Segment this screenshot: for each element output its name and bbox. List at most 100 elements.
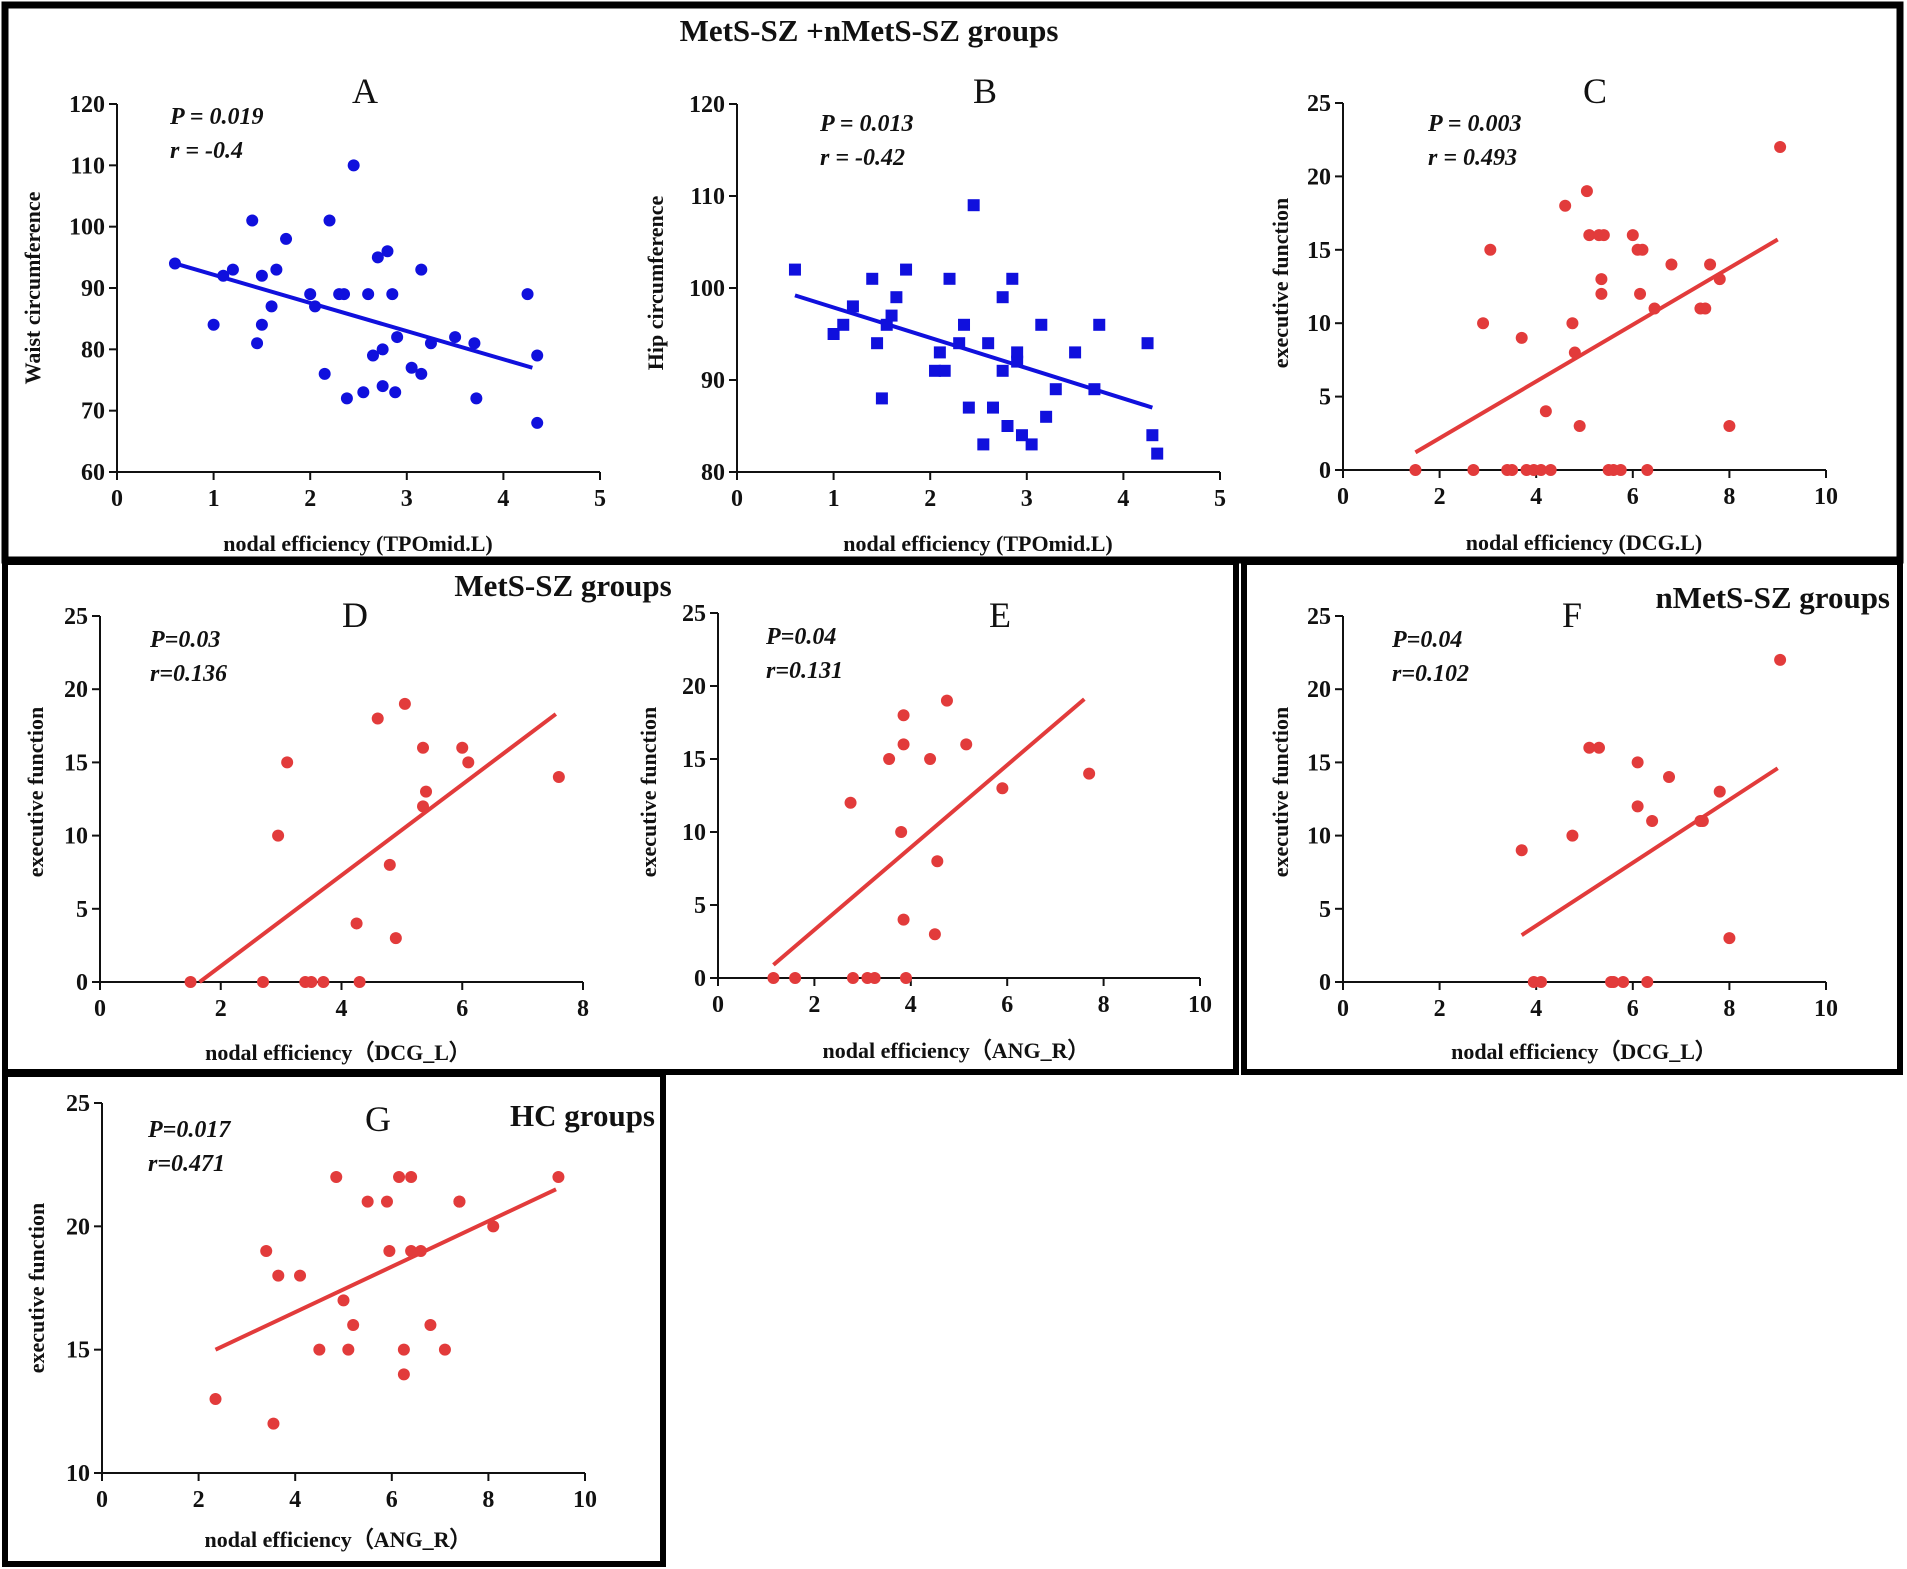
data-point [272,829,285,842]
data-point [871,337,884,350]
data-point [1631,756,1644,769]
data-point [928,928,941,941]
y-tick-label: 10 [1307,311,1331,337]
data-point [929,364,942,377]
y-tick-label: 15 [66,1338,90,1364]
data-point [417,800,430,813]
data-point [424,337,437,350]
y-axis-title: Hip circumference [643,196,668,371]
data-point [1774,141,1787,154]
data-point [383,858,396,871]
y-tick-label: 100 [69,215,105,241]
x-axis-title: nodal efficiency（ANG_R） [822,1038,1089,1063]
r-value-label: r = 0.493 [1428,145,1517,171]
data-point [449,331,462,344]
x-axis-title: nodal efficiency (TPOmid.L) [223,531,492,556]
data-point [1713,785,1726,798]
data-point [417,741,430,754]
data-point [1015,429,1028,442]
y-tick-label: 25 [682,601,706,627]
data-point [309,300,322,313]
regression-line [1520,766,1779,937]
data-point [788,263,801,276]
x-tick-label: 6 [456,996,468,1022]
data-point [255,318,268,331]
data-point [1025,438,1038,451]
data-point [866,272,879,285]
data-point [350,917,363,930]
p-value-label: P=0.04 [1391,627,1462,653]
data-point [789,972,802,984]
x-tick-label: 1 [208,486,220,512]
data-point [938,364,951,377]
x-tick-label: 4 [905,992,917,1018]
data-point [468,337,481,350]
y-tick-label: 5 [1319,385,1331,411]
data-point [381,245,394,258]
panel-letter: E [989,595,1011,635]
data-point [470,392,483,405]
y-tick-label: 80 [701,460,725,486]
data-point [1648,302,1661,315]
data-point [531,349,544,362]
data-point [931,855,944,868]
data-point [420,785,433,798]
x-tick-label: 6 [1627,484,1639,510]
data-point [389,932,402,945]
data-point [1634,287,1647,300]
data-point [371,712,384,725]
x-tick-label: 3 [401,486,413,512]
r-value-label: r=0.136 [150,661,227,687]
x-tick-label: 6 [1627,996,1639,1022]
data-point [1774,653,1787,666]
data-point [405,1245,418,1257]
data-point [977,438,990,451]
data-point [280,232,293,245]
data-point [958,318,971,331]
data-point [391,331,404,344]
y-axis-title: executive function [1268,707,1293,877]
group-title-nmets: nMetS-SZ groups [1655,580,1890,615]
data-point [900,263,913,276]
data-point [257,976,270,988]
y-tick-label: 60 [81,460,105,486]
data-point [996,782,1009,795]
data-point [376,343,389,356]
data-point [304,288,317,301]
data-point [1595,287,1608,300]
data-point [1646,814,1659,827]
y-tick-label: 15 [64,750,88,776]
data-point [897,738,910,751]
data-point [1515,844,1528,857]
panel-letter: B [973,71,997,111]
data-point [1515,331,1528,344]
x-tick-label: 6 [1001,992,1013,1018]
data-point [389,386,402,399]
data-point [846,300,859,313]
data-point [767,972,780,984]
x-tick-label: 3 [1021,486,1033,512]
y-tick-label: 20 [1307,677,1331,703]
data-point [1636,243,1649,256]
x-tick-label: 4 [336,996,348,1022]
data-point [1484,243,1497,256]
x-tick-label: 4 [497,486,509,512]
y-tick-label: 15 [682,747,706,773]
data-point [366,349,379,362]
data-point [313,1343,326,1356]
data-point [305,976,318,988]
data-point [1544,464,1557,476]
y-axis-title: executive function [1268,198,1293,368]
x-tick-label: 8 [1723,996,1735,1022]
data-point [1568,346,1581,359]
data-point [1583,741,1596,754]
r-value-label: r = -0.4 [170,138,243,164]
panel-letter: G [365,1099,391,1139]
panel-b: 0 1 2 3 4 5 80 90 100 110 120 nodal efficiency (TPO… [643,71,1226,556]
data-point [362,288,375,301]
frame-nmets-groups [1241,559,1903,1075]
y-tick-label: 10 [682,820,706,846]
panel-letter: C [1583,71,1607,111]
p-value-label: P = 0.013 [819,111,913,137]
data-point [531,416,544,429]
